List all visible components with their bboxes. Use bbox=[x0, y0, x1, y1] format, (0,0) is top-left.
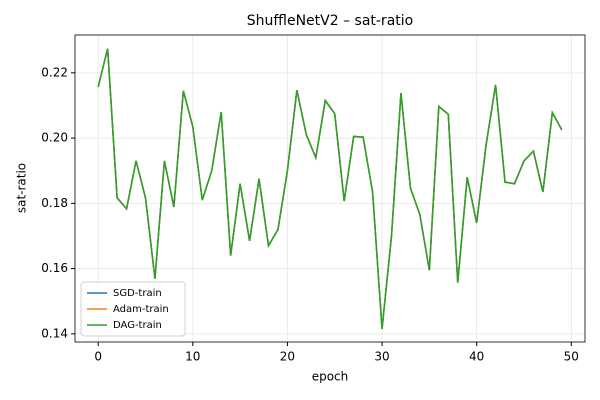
legend-label: DAG-train bbox=[113, 320, 162, 331]
legend-label: SGD-train bbox=[113, 288, 162, 299]
chart-title: ShuffleNetV2 – sat-ratio bbox=[247, 13, 413, 29]
y-axis-label: sat-ratio bbox=[15, 163, 29, 213]
x-tick-label: 50 bbox=[564, 350, 579, 364]
y-tick-label: 0.22 bbox=[41, 65, 68, 79]
line bbox=[97, 48, 563, 330]
plot-frame bbox=[74, 34, 586, 343]
x-tick-label: 20 bbox=[280, 350, 295, 364]
legend-box bbox=[80, 281, 186, 337]
x-tick-label: 30 bbox=[374, 350, 389, 364]
x-axis-label: epoch bbox=[312, 370, 349, 384]
y-tick-label: 0.18 bbox=[41, 196, 68, 210]
x-tick-label: 40 bbox=[469, 350, 484, 364]
y-tick-label: 0.16 bbox=[41, 261, 68, 275]
x-tick-label: 0 bbox=[94, 350, 102, 364]
y-tick-label: 0.20 bbox=[41, 131, 68, 145]
x-tick-label: 10 bbox=[185, 350, 200, 364]
y-tick-label: 0.14 bbox=[41, 326, 68, 340]
legend-label: Adam-train bbox=[113, 304, 169, 315]
